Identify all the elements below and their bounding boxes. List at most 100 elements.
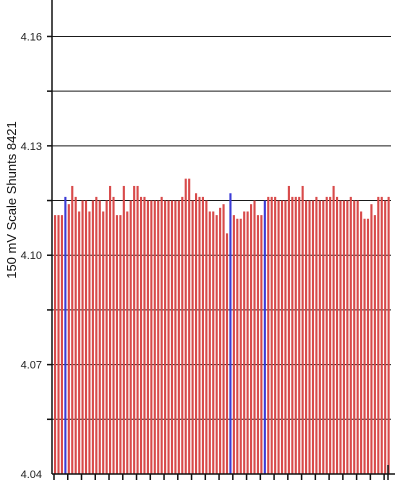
bar (287, 185, 290, 474)
x-axis (52, 465, 395, 480)
bar (215, 215, 218, 474)
bar (60, 215, 64, 474)
bar (181, 196, 184, 474)
bar (81, 200, 84, 475)
bar (267, 196, 270, 474)
bar (133, 185, 136, 474)
bar (308, 200, 311, 475)
bar (143, 196, 146, 474)
bar-highlighted (64, 196, 67, 474)
bar (170, 200, 174, 475)
bar (298, 196, 301, 474)
bar (370, 204, 373, 474)
bar-highlighted (263, 200, 266, 475)
bar (78, 211, 81, 475)
bar (232, 215, 235, 474)
bar (150, 200, 153, 475)
bar (243, 211, 246, 475)
bar (146, 200, 149, 475)
bar (98, 200, 101, 475)
bar (102, 211, 105, 475)
bar-highlighted (229, 193, 232, 474)
bar (356, 200, 359, 475)
y-axis-title: 150 mV Scale Shunts 8421 (4, 121, 19, 279)
bar (129, 200, 132, 475)
bar (315, 196, 318, 474)
bar (256, 215, 260, 474)
bar (136, 185, 139, 474)
y-axis: 4.04 4.07 4.10 4.13 4.16 (21, 0, 53, 480)
y-tick-label: 4.16 (21, 31, 42, 43)
bar (380, 196, 383, 474)
bar (277, 200, 280, 475)
bar (174, 200, 177, 475)
bar (384, 200, 387, 475)
bar (84, 200, 88, 475)
bar (311, 200, 315, 475)
bar (260, 215, 263, 474)
bar (349, 196, 352, 474)
y-tick-label: 4.04 (21, 469, 42, 480)
bar (109, 185, 112, 474)
bar (153, 200, 156, 475)
bar (225, 233, 229, 474)
bar (164, 200, 167, 475)
bar (322, 200, 325, 475)
bar (339, 200, 342, 475)
y-tick-label: 4.07 (21, 360, 42, 372)
bar (91, 200, 94, 475)
bar (219, 207, 222, 474)
bar (318, 200, 321, 475)
bar (294, 196, 297, 474)
bar (184, 178, 187, 474)
bar (366, 218, 370, 474)
bar (335, 196, 339, 474)
bar (236, 218, 239, 474)
bar (119, 215, 122, 474)
bar (160, 196, 163, 474)
bar (253, 200, 256, 475)
bar (191, 200, 194, 475)
bar (74, 196, 77, 474)
bar (305, 200, 308, 475)
bar (353, 200, 356, 475)
bar (363, 218, 366, 474)
bar (360, 211, 363, 475)
bar (346, 200, 349, 475)
y-tick-label: 4.10 (21, 250, 42, 262)
bar (239, 218, 242, 474)
bar (57, 215, 60, 474)
bar (270, 196, 273, 474)
bar (198, 196, 201, 474)
bar (105, 200, 108, 475)
bar (208, 211, 211, 475)
bar (126, 211, 129, 475)
bar (88, 211, 91, 475)
bar (167, 200, 170, 475)
bar (115, 215, 119, 474)
gridlines (52, 35, 391, 420)
bar (274, 196, 277, 474)
bar (112, 196, 115, 474)
bar (222, 204, 225, 474)
bar (212, 211, 215, 475)
bar (377, 196, 380, 474)
bar (342, 200, 345, 475)
bar (280, 200, 284, 475)
bar (301, 185, 304, 474)
bar (325, 196, 328, 474)
bar (157, 200, 160, 475)
bar (205, 200, 208, 475)
bar (194, 193, 198, 474)
bar (284, 200, 287, 475)
bar (177, 200, 180, 475)
bar (188, 178, 191, 474)
bar (329, 196, 332, 474)
bar (122, 185, 125, 474)
bar (71, 185, 74, 474)
bar (246, 211, 249, 475)
bar (373, 215, 376, 474)
bar (387, 196, 390, 474)
bar (250, 204, 253, 474)
